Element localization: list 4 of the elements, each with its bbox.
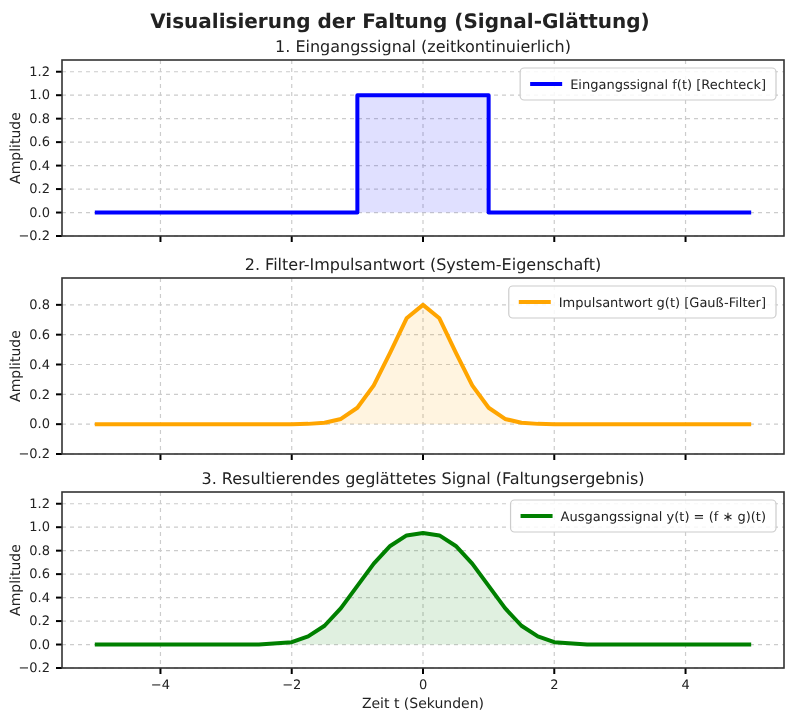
chart-title: 2. Filter-Impulsantwort (System-Eigenschaft) <box>244 256 602 274</box>
chart-subtitle: 1. Eingangssignal (zeitkontinuierlich) <box>275 38 571 56</box>
chart-title: Visualisierung der Faltung (Signal-Glättung) <box>150 12 650 34</box>
chart-title: 3. Resultierendes geglättetes Signal (Faltungsergebnis) <box>201 470 645 488</box>
